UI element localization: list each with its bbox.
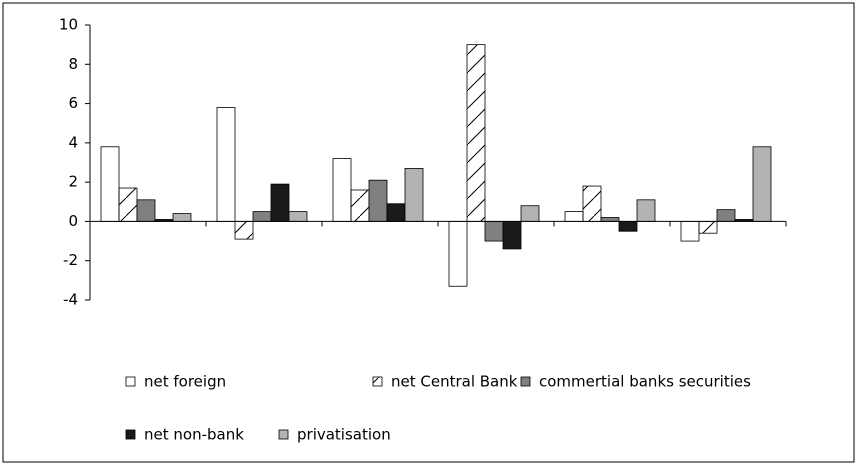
y-tick-label: 8 xyxy=(68,55,78,73)
bar xyxy=(484,221,504,242)
bar xyxy=(752,146,772,222)
bar xyxy=(466,44,486,222)
y-tick-label: 10 xyxy=(59,16,78,34)
bar xyxy=(582,185,602,222)
bar xyxy=(368,179,388,222)
legend-label: net non-bank xyxy=(144,426,244,444)
bar xyxy=(564,211,584,222)
legend-label: privatisation xyxy=(297,426,391,444)
bar xyxy=(618,221,638,232)
bar xyxy=(600,217,620,222)
bar xyxy=(136,199,156,222)
y-tick-label: 2 xyxy=(68,173,78,191)
bar xyxy=(520,205,540,222)
y-tick-label: -4 xyxy=(63,291,78,309)
legend-label: net Central Bank xyxy=(391,373,518,391)
y-tick-label: 0 xyxy=(68,212,78,230)
bar xyxy=(100,146,120,222)
bar xyxy=(216,107,236,222)
legend-swatch xyxy=(125,376,136,387)
y-tick-label: 6 xyxy=(68,94,78,112)
bar xyxy=(716,209,736,222)
bar xyxy=(252,211,272,222)
bar xyxy=(288,211,308,222)
legend-swatch xyxy=(372,376,383,387)
bar xyxy=(234,221,254,240)
bar xyxy=(698,221,718,234)
bar xyxy=(448,221,468,287)
bar xyxy=(350,189,370,222)
bar xyxy=(172,213,192,222)
legend-swatch xyxy=(125,429,136,440)
legend-label: commertial banks securities xyxy=(539,373,751,391)
bar xyxy=(404,167,424,222)
y-tick-label: 4 xyxy=(68,133,78,151)
y-tick-label: -2 xyxy=(63,251,78,269)
bar xyxy=(270,183,290,222)
bar xyxy=(680,221,700,242)
bar xyxy=(118,187,138,222)
bar xyxy=(636,199,656,222)
legend-swatch xyxy=(520,376,531,387)
bar xyxy=(332,158,352,222)
bar xyxy=(386,203,406,222)
bar xyxy=(502,221,522,250)
legend-swatch xyxy=(278,429,289,440)
legend-label: net foreign xyxy=(144,373,226,391)
